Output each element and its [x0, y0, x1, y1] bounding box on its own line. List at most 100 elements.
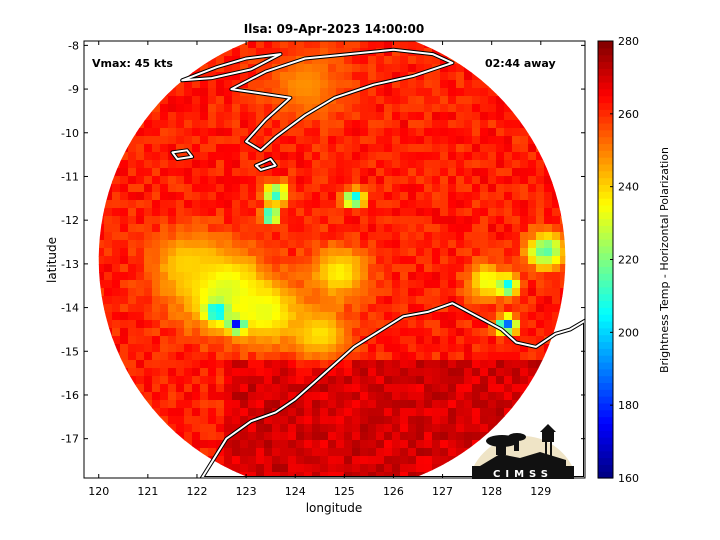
heatmap-cell	[472, 144, 481, 153]
heatmap-cell	[280, 408, 289, 417]
heatmap-cell	[208, 336, 217, 345]
heatmap-cell	[160, 192, 169, 201]
heatmap-cell	[320, 48, 329, 57]
heatmap-cell	[496, 184, 505, 193]
heatmap-cell	[288, 272, 297, 281]
heatmap-cell	[152, 200, 161, 209]
heatmap-cell	[400, 264, 409, 273]
heatmap-cell	[536, 336, 545, 345]
heatmap-cell	[320, 168, 329, 177]
heatmap-cell	[240, 368, 249, 377]
colorbar-segment	[598, 95, 613, 104]
heatmap-cell	[344, 136, 353, 145]
heatmap-cell	[376, 464, 385, 473]
heatmap-cell	[98, 232, 105, 241]
heatmap-cell	[344, 41, 353, 49]
heatmap-cell	[288, 200, 297, 209]
heatmap-cell	[224, 376, 233, 385]
heatmap-cell	[224, 344, 233, 353]
heatmap-cell	[504, 216, 513, 225]
heatmap-cell	[456, 408, 465, 417]
heatmap-cell	[216, 456, 225, 465]
heatmap-cell	[336, 264, 345, 273]
heatmap-cell	[368, 176, 377, 185]
heatmap-cell	[536, 360, 545, 369]
heatmap-cell	[264, 216, 273, 225]
heatmap-cell	[312, 96, 321, 105]
colorbar-segment	[598, 157, 613, 165]
heatmap-cell	[464, 72, 473, 81]
heatmap-cell	[352, 112, 361, 121]
heatmap-cell	[320, 112, 329, 121]
heatmap-cell	[336, 144, 345, 153]
heatmap-cell	[368, 432, 377, 441]
heatmap-cell	[120, 336, 129, 345]
heatmap-cell	[200, 216, 209, 225]
heatmap-cell	[312, 41, 321, 49]
heatmap-cell	[456, 136, 465, 145]
heatmap-cell	[304, 360, 313, 369]
heatmap-cell	[440, 184, 449, 193]
coast-outline	[254, 158, 277, 171]
heatmap-cell	[264, 104, 273, 113]
heatmap-cell	[224, 416, 233, 425]
heatmap-cell	[512, 128, 521, 137]
heatmap-cell	[264, 152, 273, 161]
colorbar-segment	[598, 464, 613, 472]
heatmap-cell	[312, 456, 321, 465]
heatmap-cell	[312, 288, 321, 297]
heatmap-cell	[352, 240, 361, 249]
heatmap-cell	[440, 272, 449, 281]
heatmap-cell	[160, 96, 169, 105]
heatmap-cell	[472, 384, 481, 393]
heatmap-cell	[296, 352, 305, 361]
heatmap-cell	[392, 168, 401, 177]
x-axis-ticks: 120 121 122 123 124 125 126 127 128 129	[88, 41, 551, 498]
heatmap-cell	[504, 232, 513, 241]
heatmap-cell	[208, 144, 217, 153]
heatmap-cell	[176, 328, 185, 337]
heatmap-cell	[232, 368, 241, 377]
heatmap-cell	[328, 256, 337, 265]
heatmap-cell	[368, 368, 377, 377]
heatmap-cell	[344, 464, 353, 473]
heatmap-cell	[440, 192, 449, 201]
heatmap-cell	[280, 264, 289, 273]
heatmap-cell	[352, 176, 361, 185]
heatmap-cell	[312, 272, 321, 281]
heatmap-cell	[392, 376, 401, 385]
heatmap-cell	[176, 376, 185, 385]
heatmap-cell	[240, 72, 249, 81]
heatmap-cell	[344, 400, 353, 409]
heatmap-cell	[184, 288, 193, 297]
heatmap-cell	[120, 320, 129, 329]
heatmap-cell	[464, 416, 473, 425]
heatmap-cell	[408, 232, 417, 241]
heatmap-cell	[296, 360, 305, 369]
heatmap-cell	[312, 184, 321, 193]
heatmap-cell	[528, 176, 537, 185]
heatmap-cell	[264, 320, 273, 329]
heatmap-cell	[408, 360, 417, 369]
heatmap-cell	[256, 168, 265, 177]
heatmap-cell	[168, 384, 177, 393]
heatmap-cell	[168, 336, 177, 345]
heatmap-cell	[328, 344, 337, 353]
heatmap-cell	[496, 416, 505, 425]
heatmap-cell	[376, 416, 385, 425]
heatmap-cell	[112, 296, 121, 305]
heatmap-cell	[456, 424, 465, 433]
heatmap-cell	[368, 96, 377, 105]
heatmap-cell	[368, 112, 377, 121]
heatmap-cell	[432, 456, 441, 465]
heatmap-cell	[464, 232, 473, 241]
heatmap-cell	[312, 144, 321, 153]
heatmap-cell	[168, 112, 177, 121]
heatmap-cell	[352, 160, 361, 169]
colorbar-segment	[598, 471, 613, 479]
heatmap-cell	[480, 192, 489, 201]
x-tick-label: 129	[530, 485, 551, 498]
heatmap-cell	[112, 344, 121, 353]
heatmap-cell	[312, 48, 321, 57]
colorbar-segment	[598, 75, 613, 83]
